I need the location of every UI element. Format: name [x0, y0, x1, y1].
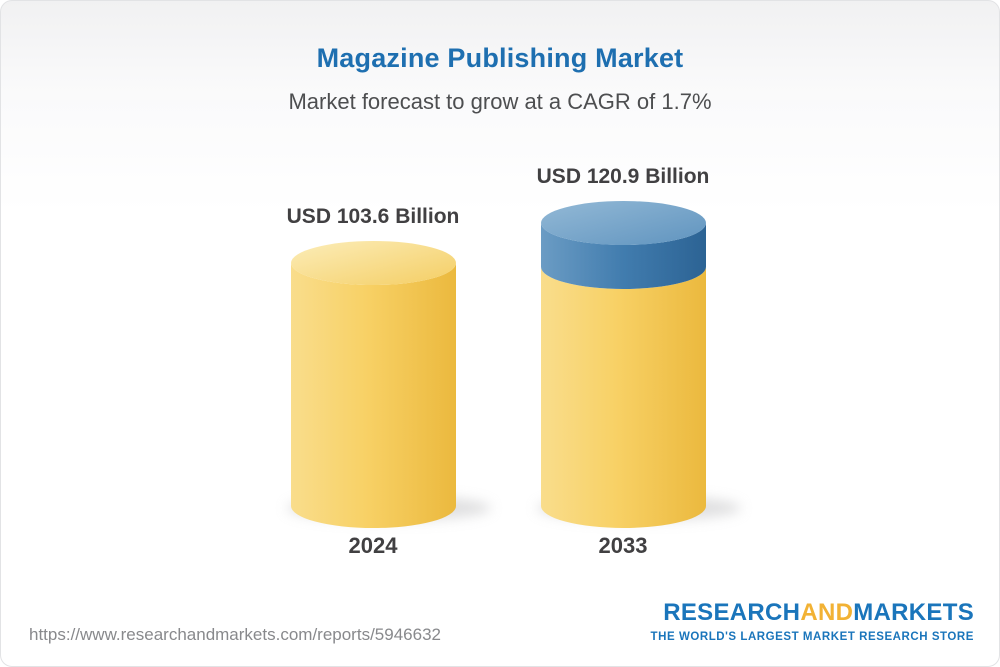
research-and-markets-logo: RESEARCHANDMARKETS THE WORLD'S LARGEST M…	[651, 599, 974, 643]
logo-wordmark: RESEARCHANDMARKETS	[651, 599, 974, 627]
logo-word-and: AND	[800, 599, 854, 626]
logo-tagline: THE WORLD'S LARGEST MARKET RESEARCH STOR…	[650, 631, 974, 643]
logo-word-research: RESEARCH	[663, 599, 801, 626]
category-label-2033: 2033	[598, 533, 648, 558]
category-label-2024: 2024	[348, 533, 398, 558]
value-label-2033: USD 120.9 Billion	[536, 165, 710, 188]
bar-2033-growth-cap	[541, 223, 706, 289]
bar-2024-cylinder	[291, 241, 456, 528]
value-label-2024: USD 103.6 Billion	[286, 205, 460, 228]
page-subtitle: Market forecast to grow at a CAGR of 1.7…	[288, 89, 712, 114]
bar-2033-cylinder	[541, 201, 706, 528]
logo-word-markets: MARKETS	[853, 599, 974, 626]
page-title: Magazine Publishing Market	[316, 43, 684, 73]
report-url: https://www.researchandmarkets.com/repor…	[29, 625, 441, 644]
